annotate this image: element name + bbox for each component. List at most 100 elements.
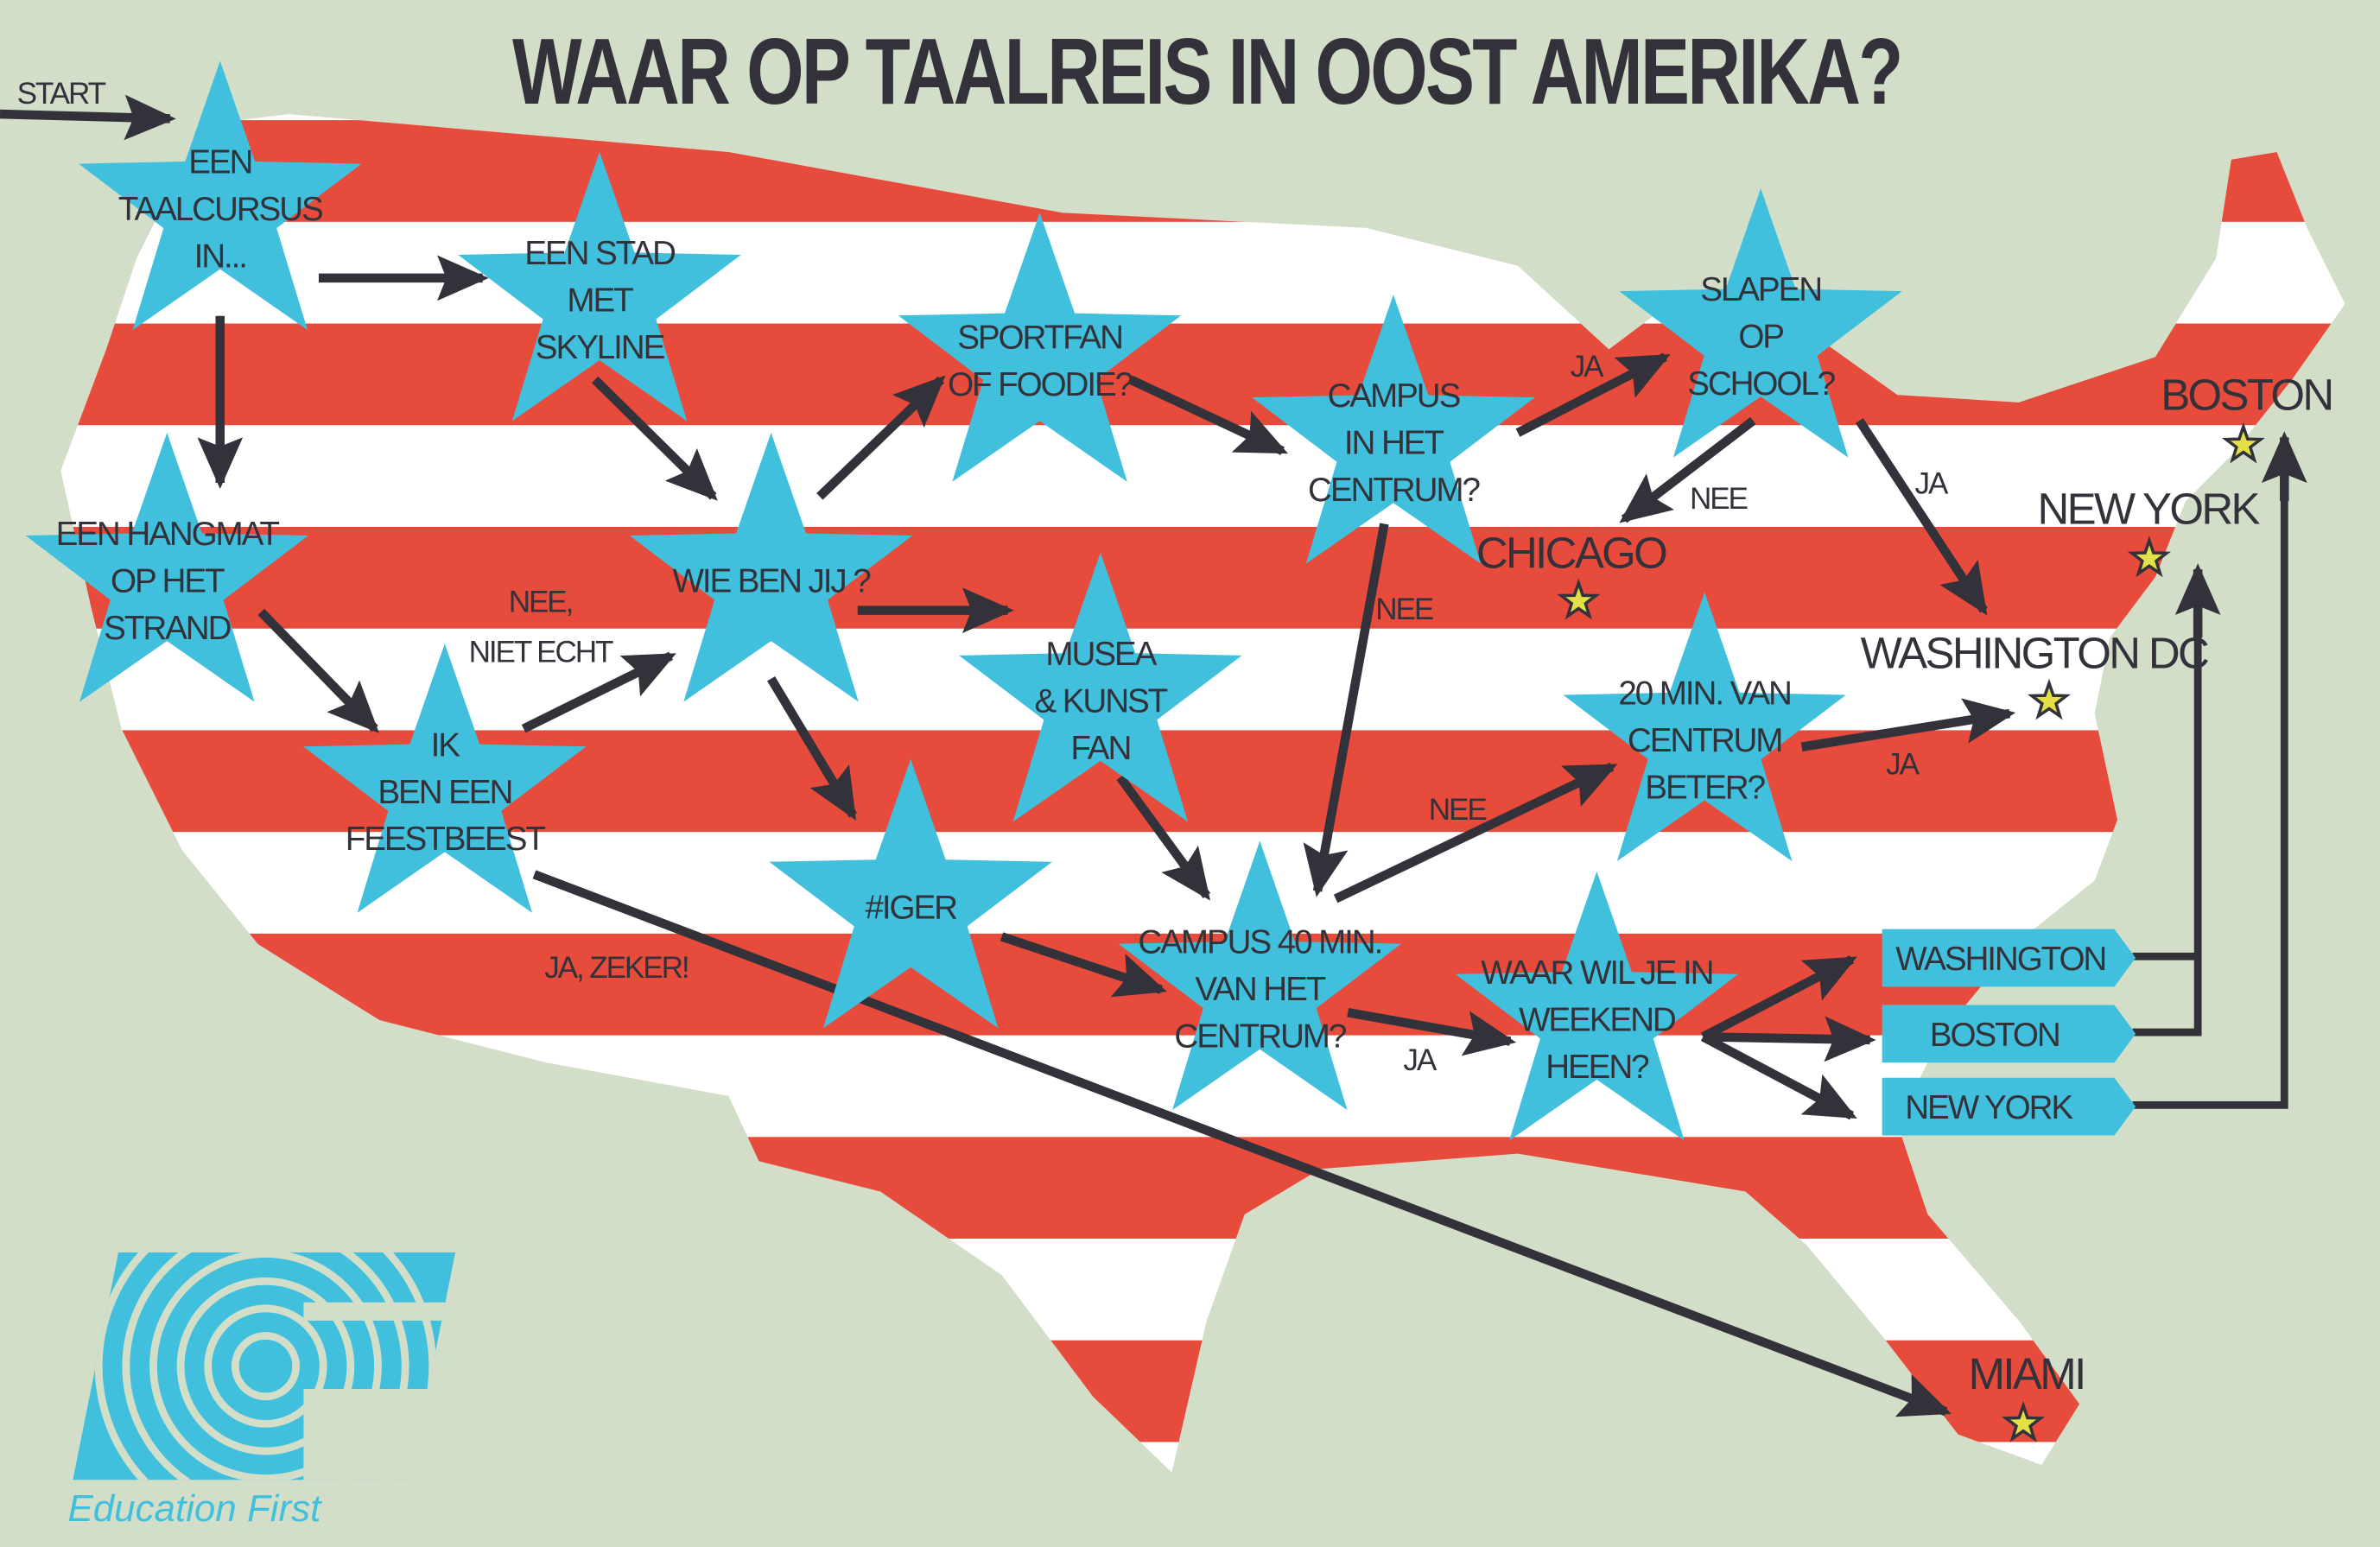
arrow-label: NIET ECHT [469,635,613,669]
option-label: BOSTON [1930,1017,2059,1054]
star-text-line: STRAND [104,610,231,647]
option-box-boston [1882,1005,2136,1063]
arrow [1619,416,1756,523]
arrow [1303,523,1389,897]
star-text-line: WIE BEN JIJ ? [673,563,872,600]
star-text-line: SLAPEN [1700,271,1821,308]
arrow [1000,932,1167,998]
arrow-label: NEE [1375,593,1433,626]
star-text-line: BEN EEN [378,774,511,811]
city-label-boston: BOSTON [2161,371,2332,420]
star-text-line: SKYLINE [536,329,665,366]
arrow-labels: JA NEE JA NEE NEE, NIET ECHT JA, ZEKER! … [469,350,1951,1077]
arrow [592,376,718,501]
star-text-line: & KUNST [1034,682,1167,720]
city-label-miami: MIAMI [1969,1349,2085,1398]
arrow [521,651,676,733]
star-text-line: CENTRUM [1628,722,1781,759]
star-text-line: BETER? [1645,769,1765,806]
arrow-label: NEE [1429,793,1487,827]
city-label-washington-dc: WASHINGTON DC [1861,628,2208,677]
arrow [1700,955,1857,1042]
star-text-line: HEEN? [1545,1049,1649,1086]
question-star: IK BEN EEN FEESTBEEST [303,644,587,913]
option-label: WASHINGTON [1895,941,2105,978]
flag-stripe [60,526,2345,629]
question-star: EEN HANGMAT OP HET STRAND [25,433,309,702]
star-text-line: CAMPUS 40 MIN. [1138,924,1381,961]
arrow [1515,352,1671,437]
star-text-line: VAN HET [1195,971,1325,1008]
arrow [1116,774,1211,901]
arrow [1800,698,2016,751]
question-stars: EEN TAALCURSUS IN... EEN STAD MET SKYLINE SPOR… [25,60,1902,1141]
question-star: MUSEA & KUNST FAN [959,552,1242,822]
arrow-label: JA, ZEKER! [544,951,688,985]
star-text-line: OP [1738,319,1783,356]
arrow-label: JA [1571,350,1604,384]
arrow [1703,1016,1876,1062]
page-title: WAAR OP TAALREIS IN OOST AMERIKA? [512,19,1901,124]
city-label-chicago: CHICAGO [1476,528,1666,577]
option-label: NEW YORK [1905,1089,2073,1126]
arrow-label: JA [1886,747,1920,781]
arrow [532,870,1952,1417]
star-text-line: WEEKEND [1519,1001,1676,1038]
question-star: EEN TAALCURSUS IN... [79,60,362,331]
arrow-start [0,94,176,141]
city-label-new-york: NEW YORK [2038,484,2261,533]
star-text-line: OP HET [111,563,225,600]
arrow [1333,762,1618,903]
star-text-line: TAALCURSUS [118,191,322,228]
arrow-label: JA [1915,466,1949,500]
question-star: WAAR WIL JE IN WEEKEND HEEN? [1455,871,1739,1141]
question-star: #IGER [769,758,1052,1029]
question-star: WIE BEN JIJ ? [629,433,913,702]
arrow [1347,1008,1517,1056]
star-text-line: IN HET [1344,425,1444,462]
arrow [767,675,857,821]
star-text-line: OF FOODIE? [948,366,1133,403]
question-star: SPORTFAN OF FOODIE? [898,212,1182,482]
arrow [1700,1032,1857,1120]
arrow [257,608,379,733]
star-text-line: EEN HANGMAT [56,516,280,553]
arrow [1855,418,1988,616]
start-label: START [17,77,106,111]
star-text-line: CAMPUS [1328,377,1460,415]
star-text-line: FEESTBEEST [346,821,546,858]
star-text-line: MET [567,282,633,319]
arrows [0,94,2307,1417]
star-text-line: IK [431,726,461,764]
question-star: EEN STAD MET SKYLINE [458,152,741,422]
star-text-line: #IGER [865,889,957,926]
city-markers: BOSTON NEW YORK CHICAGO WASHINGTON DC MI… [1476,371,2334,1441]
arrow [816,375,946,500]
weekend-options: WASHINGTON BOSTON NEW YORK [1882,929,2136,1136]
star-text-line: MUSEA [1045,636,1157,673]
connector [2132,622,2202,1037]
star-text-line: SCHOOL? [1687,365,1836,403]
star-text-line: FAN [1070,730,1130,767]
option-box-washington [1882,929,2136,987]
question-star: CAMPUS 40 MIN. VAN HET CENTRUM? [1118,840,1402,1111]
star-text-line: EEN STAD [524,235,676,272]
star-text-line: CENTRUM? [1308,472,1480,509]
star-text-line: WAAR WIL JE IN [1481,954,1712,992]
star-text-line: 20 MIN. VAN [1618,675,1790,713]
connector [2132,485,2288,1109]
question-star: SLAPEN OP SCHOOL? [1619,188,1902,458]
star-text-line: CENTRUM? [1174,1018,1346,1056]
star-text-line: IN... [194,238,246,276]
arrow-label: JA [1403,1043,1437,1077]
arrow-label: NEE [1690,482,1748,516]
star-text-line: EEN [188,144,251,181]
star-text-line: SPORTFAN [957,320,1122,357]
logo-text: Education First [67,1487,322,1530]
arrow-label: NEE, [509,585,573,618]
question-star: 20 MIN. VAN CENTRUM BETER? [1563,592,1846,862]
question-star: CAMPUS IN HET CENTRUM? [1252,295,1535,564]
arrow [1128,375,1289,455]
option-box-new-york [1882,1077,2136,1136]
